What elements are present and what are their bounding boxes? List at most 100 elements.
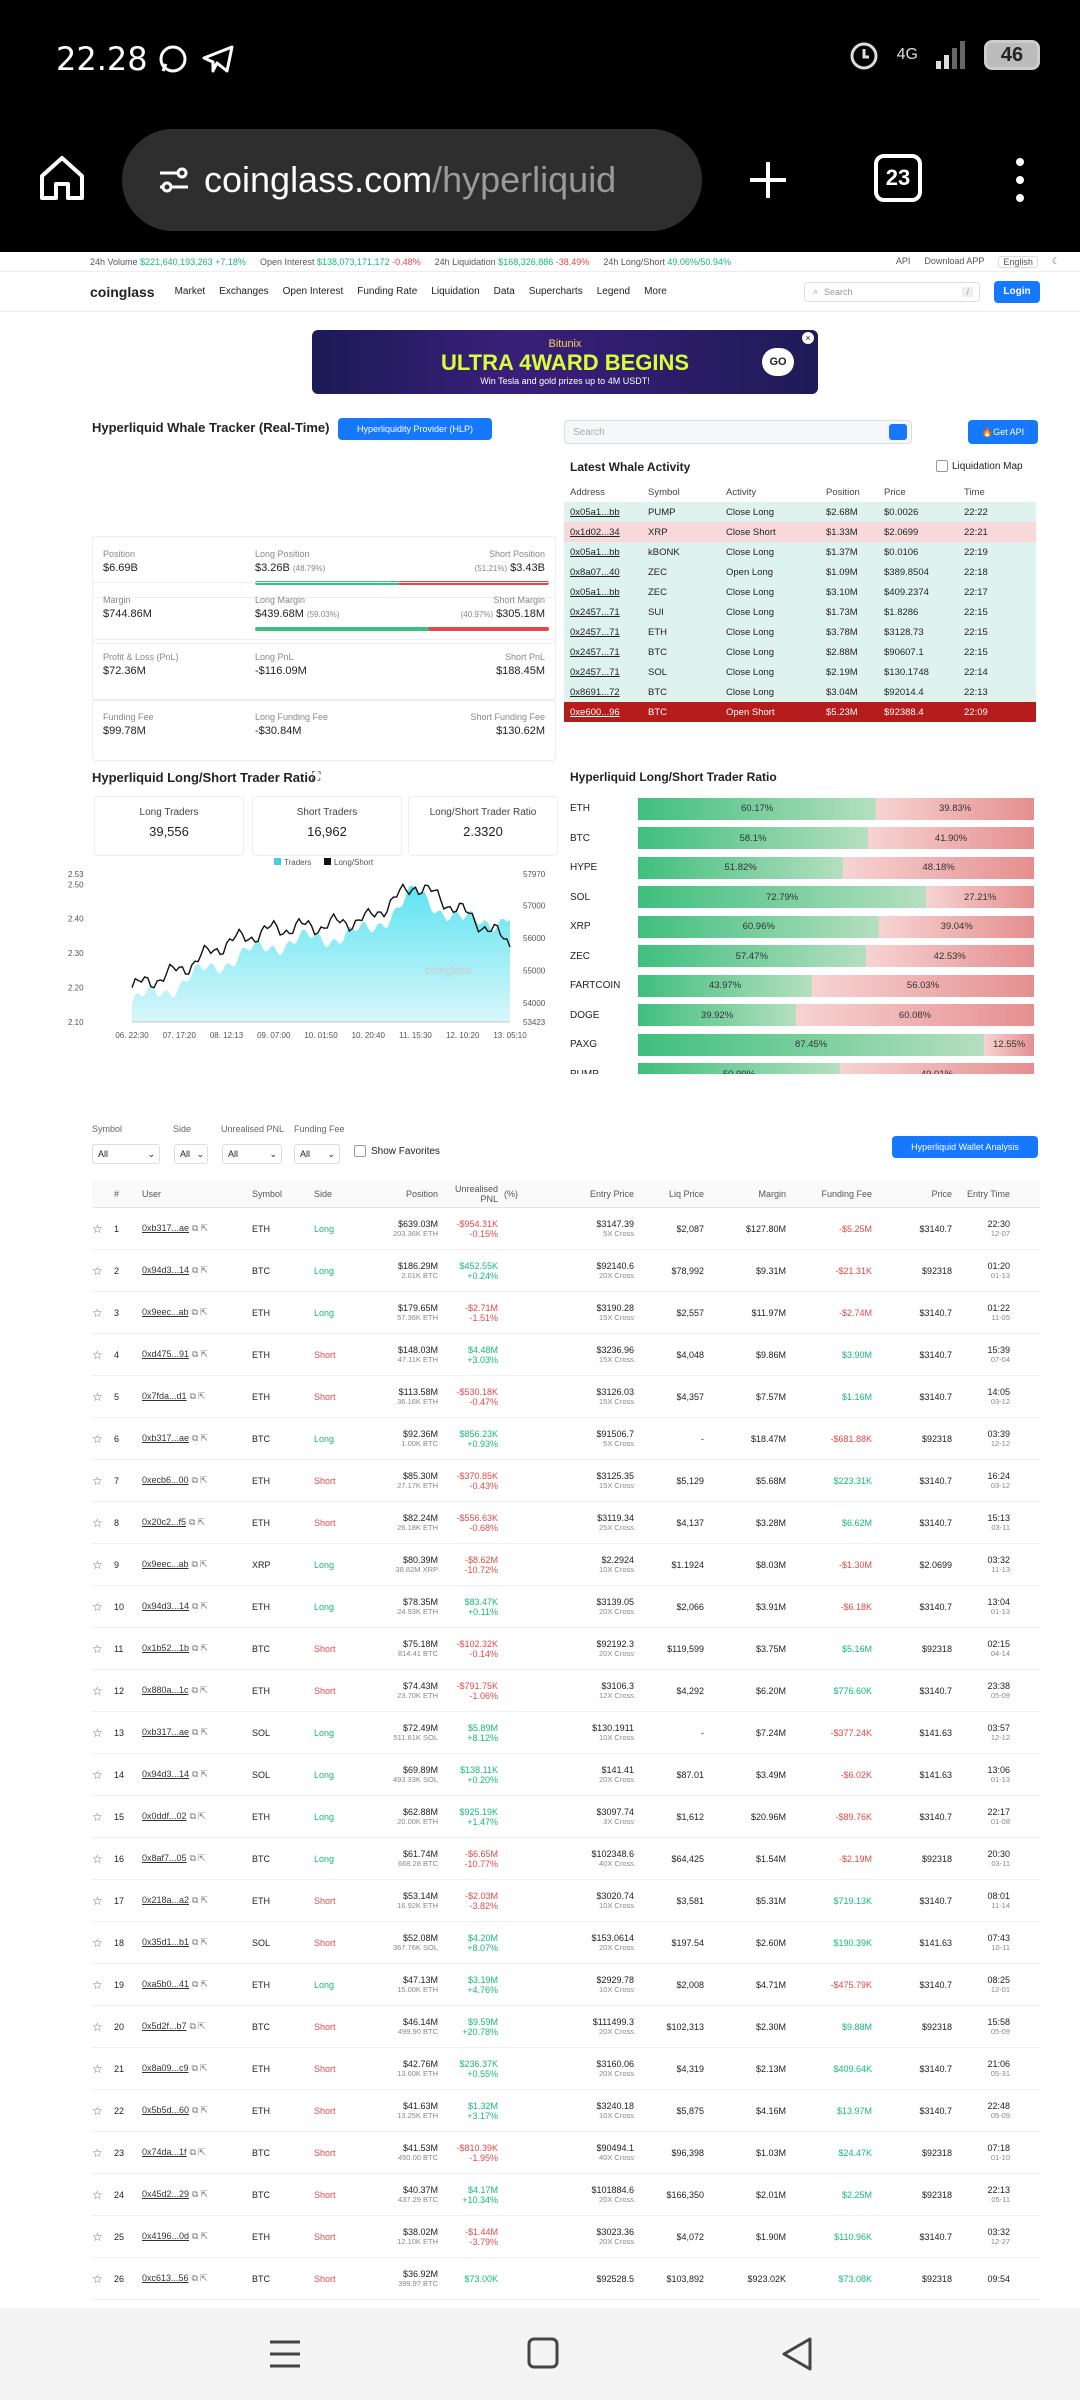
- position-row[interactable]: ☆ 21 0x8a09...c9 ⧉ ⇱ ETH Short $42.76M 13.60K ET…: [92, 2048, 1040, 2090]
- wallet-address-link[interactable]: 0xa5b0...41: [142, 1979, 190, 1989]
- copy-icon[interactable]: ⧉: [191, 1475, 198, 1485]
- wallet-address-link[interactable]: 0x8a09...c9: [142, 2063, 189, 2073]
- external-link-icon[interactable]: ⇱: [200, 1937, 209, 1947]
- external-link-icon[interactable]: ⇱: [200, 1349, 209, 1359]
- activity-row[interactable]: 0x05a1...bb PUMP Close Long $2.68M $0.0026 22…: [564, 502, 1036, 522]
- star-icon[interactable]: ☆: [92, 1935, 103, 1950]
- star-icon[interactable]: ☆: [92, 1893, 103, 1908]
- position-row[interactable]: ☆ 19 0xa5b0...41 ⧉ ⇱ ETH Long $47.13M 15.00K ETH…: [92, 1964, 1040, 2006]
- star-icon[interactable]: ☆: [92, 1725, 103, 1740]
- external-link-icon[interactable]: ⇱: [200, 2105, 209, 2115]
- wallet-address-link[interactable]: 0x5b5d...60: [142, 2105, 190, 2115]
- get-api-button[interactable]: 🔥Get API: [968, 420, 1038, 444]
- external-link-icon[interactable]: ⇱: [199, 2273, 208, 2283]
- external-link-icon[interactable]: ⇱: [197, 2147, 206, 2157]
- star-icon[interactable]: ☆: [92, 2271, 103, 2286]
- wallet-address-link[interactable]: 0x35d1...b1: [142, 1937, 190, 1947]
- wallet-address-link[interactable]: 0x2457...71: [570, 626, 620, 638]
- copy-icon[interactable]: ⧉: [192, 1727, 199, 1737]
- copy-icon[interactable]: ⧉: [191, 2273, 198, 2283]
- wallet-address-link[interactable]: 0x94d3...14: [142, 1265, 190, 1275]
- wallet-address-link[interactable]: 0x8a07...40: [570, 566, 620, 578]
- expand-icon[interactable]: ⛶: [312, 769, 321, 783]
- wallet-address-link[interactable]: 0x880a...1c: [142, 1685, 189, 1695]
- star-icon[interactable]: ☆: [92, 1641, 103, 1656]
- copy-icon[interactable]: ⧉: [192, 2189, 199, 2199]
- star-icon[interactable]: ☆: [92, 1977, 103, 1992]
- star-icon[interactable]: ☆: [92, 1221, 103, 1236]
- site-settings-icon[interactable]: [158, 165, 190, 195]
- wallet-address-link[interactable]: 0xb317...ae: [142, 1727, 190, 1737]
- activity-row[interactable]: 0x2457...71 BTC Close Long $2.88M $90607.1 22…: [564, 642, 1036, 662]
- star-icon[interactable]: ☆: [92, 2103, 103, 2118]
- copy-icon[interactable]: ⧉: [192, 1265, 199, 1275]
- external-link-icon[interactable]: ⇱: [200, 1433, 209, 1443]
- column-header[interactable]: Symbol: [252, 1188, 283, 1199]
- wallet-address-link[interactable]: 0xc613...56: [142, 2273, 189, 2283]
- copy-icon[interactable]: ⧉: [192, 1979, 199, 1989]
- nav-supercharts[interactable]: Supercharts: [528, 286, 583, 297]
- wallet-address-link[interactable]: 0x8691...72: [570, 686, 620, 698]
- wallet-address-link[interactable]: 0x0ddf...02: [142, 1811, 187, 1821]
- column-header[interactable]: (%): [504, 1188, 518, 1199]
- nav-open-interest[interactable]: Open Interest: [282, 286, 344, 297]
- position-row[interactable]: ☆ 17 0x218a...a2 ⧉ ⇱ ETH Short $53.14M 16.92K ET…: [92, 1880, 1040, 1922]
- wallet-address-link[interactable]: 0x1b52...1b: [142, 1643, 190, 1653]
- position-row[interactable]: ☆ 22 0x5b5d...60 ⧉ ⇱ ETH Short $41.63M 13.25K ET…: [92, 2090, 1040, 2132]
- star-icon[interactable]: ☆: [92, 1851, 103, 1866]
- position-row[interactable]: ☆ 10 0x94d3...14 ⧉ ⇱ ETH Long $78.35M 24.93K ETH…: [92, 1586, 1040, 1628]
- wallet-address-link[interactable]: 0x05a1...bb: [570, 546, 620, 558]
- external-link-icon[interactable]: ⇱: [199, 1307, 208, 1317]
- copy-icon[interactable]: ⧉: [192, 2105, 199, 2115]
- position-row[interactable]: ☆ 13 0xb317...ae ⧉ ⇱ SOL Long $72.49M 511.61K SO…: [92, 1712, 1040, 1754]
- wallet-address-link[interactable]: 0xb317...ae: [142, 1433, 190, 1443]
- external-link-icon[interactable]: ⇱: [200, 1223, 209, 1233]
- activity-row[interactable]: 0x8a07...40 ZEC Open Long $1.09M $389.8504 22…: [564, 562, 1036, 582]
- copy-icon[interactable]: ⧉: [192, 1223, 199, 1233]
- position-row[interactable]: ☆ 3 0x9eec...ab ⧉ ⇱ ETH Long $179.65M 57.36K ETH…: [92, 1292, 1040, 1334]
- column-header[interactable]: #: [114, 1188, 120, 1199]
- wallet-address-link[interactable]: 0x20c2...f5: [142, 1517, 187, 1527]
- whale-search-input[interactable]: Search: [564, 420, 912, 444]
- checkbox[interactable]: [936, 460, 948, 472]
- column-header[interactable]: Unrealised PNL: [454, 1183, 498, 1204]
- copy-icon[interactable]: ⧉: [192, 1601, 199, 1611]
- copy-icon[interactable]: ⧉: [192, 2231, 199, 2241]
- position-row[interactable]: ☆ 5 0x7fda...d1 ⧉ ⇱ ETH Short $113.58M 36.16K ET…: [92, 1376, 1040, 1418]
- copy-icon[interactable]: ⧉: [189, 1391, 196, 1401]
- external-link-icon[interactable]: ⇱: [197, 1391, 206, 1401]
- new-tab-icon[interactable]: [746, 158, 790, 202]
- login-button[interactable]: Login: [994, 280, 1040, 303]
- nav-funding-rate[interactable]: Funding Rate: [357, 286, 418, 297]
- copy-icon[interactable]: ⧉: [189, 2021, 196, 2031]
- language-select[interactable]: English: [998, 255, 1038, 268]
- star-icon[interactable]: ☆: [92, 1767, 103, 1782]
- activity-row[interactable]: 0x1d02...34 XRP Close Short $1.33M $2.0699 22…: [564, 522, 1036, 542]
- star-icon[interactable]: ☆: [92, 1389, 103, 1404]
- column-header[interactable]: User: [142, 1188, 162, 1199]
- liquidation-map-toggle[interactable]: Liquidation Map: [936, 460, 1023, 472]
- external-link-icon[interactable]: ⇱: [197, 1853, 206, 1863]
- wallet-address-link[interactable]: 0x8af7...05: [142, 1853, 187, 1863]
- home-button-icon[interactable]: [526, 2336, 560, 2370]
- external-link-icon[interactable]: ⇱: [200, 1601, 209, 1611]
- position-row[interactable]: ☆ 7 0xecb6...00 ⧉ ⇱ ETH Short $85.30M 27.17K ETH…: [92, 1460, 1040, 1502]
- star-icon[interactable]: ☆: [92, 2187, 103, 2202]
- star-icon[interactable]: ☆: [92, 2145, 103, 2160]
- star-icon[interactable]: ☆: [92, 2229, 103, 2244]
- position-row[interactable]: ☆ 11 0x1b52...1b ⧉ ⇱ BTC Short $75.18M 814.41 BT…: [92, 1628, 1040, 1670]
- activity-row[interactable]: 0x2457...71 SOL Close Long $2.19M $130.1748 2…: [564, 662, 1036, 682]
- copy-icon[interactable]: ⧉: [192, 1895, 199, 1905]
- star-icon[interactable]: ☆: [92, 1305, 103, 1320]
- wallet-address-link[interactable]: 0x218a...a2: [142, 1895, 190, 1905]
- wallet-address-link[interactable]: 0x2457...71: [570, 606, 620, 618]
- nav-more[interactable]: More: [644, 286, 667, 297]
- nav-liquidation[interactable]: Liquidation: [431, 286, 480, 297]
- external-link-icon[interactable]: ⇱: [200, 1769, 209, 1779]
- position-row[interactable]: ☆ 24 0x45d2...29 ⧉ ⇱ BTC Short $40.37M 437.29 BT…: [92, 2174, 1040, 2216]
- wallet-address-link[interactable]: 0x94d3...14: [142, 1601, 190, 1611]
- side-filter-select[interactable]: All ⌄: [174, 1144, 208, 1164]
- position-row[interactable]: ☆ 2 0x94d3...14 ⧉ ⇱ BTC Long $186.29M 2.01K BTC $…: [92, 1250, 1040, 1292]
- column-header[interactable]: Entry Price: [589, 1188, 634, 1199]
- external-link-icon[interactable]: ⇱: [199, 1685, 208, 1695]
